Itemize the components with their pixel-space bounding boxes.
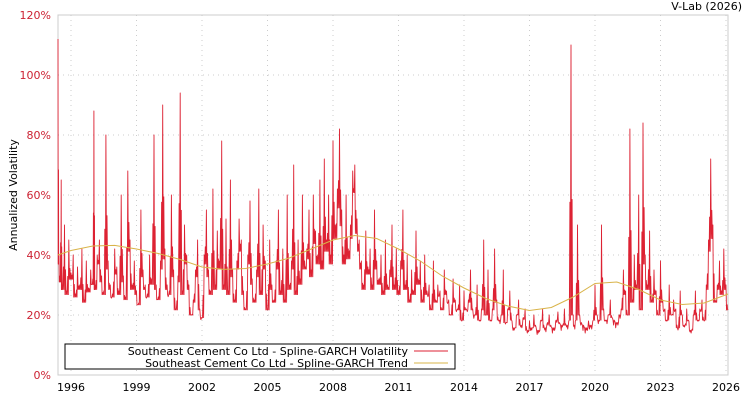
y-tick-label: 40% <box>27 249 51 262</box>
legend-label-volatility: Southeast Cement Co Ltd - Spline-GARCH V… <box>128 345 409 358</box>
x-tick-label: 2014 <box>450 381 478 394</box>
y-axis-ticks: 0% 20% 40% 60% 80% 100% 120% <box>20 9 51 382</box>
x-tick-label: 2008 <box>319 381 347 394</box>
y-axis-label: Annualized Volatility <box>7 139 20 251</box>
grid-lines <box>58 15 728 375</box>
volatility-line <box>57 38 729 335</box>
y-tick-label: 80% <box>27 129 51 142</box>
x-tick-label: 2026 <box>712 381 740 394</box>
y-tick-label: 60% <box>27 189 51 202</box>
legend: Southeast Cement Co Ltd - Spline-GARCH V… <box>64 343 456 370</box>
x-tick-label: 2023 <box>647 381 675 394</box>
series-layer <box>57 38 729 335</box>
x-tick-label: 2020 <box>581 381 609 394</box>
x-tick-label: 2011 <box>385 381 413 394</box>
x-tick-label: 2005 <box>254 381 282 394</box>
x-tick-label: 2002 <box>188 381 216 394</box>
legend-label-trend: Southeast Cement Co Ltd - Spline-GARCH T… <box>145 357 408 370</box>
y-tick-label: 0% <box>34 369 51 382</box>
y-tick-label: 100% <box>20 69 51 82</box>
trend-line <box>57 234 729 312</box>
x-axis-ticks: 1996 1999 2002 2005 2008 2011 2014 2017 2020 2023… <box>57 381 740 394</box>
y-tick-label: 20% <box>27 309 51 322</box>
x-tick-label: 1996 <box>57 381 85 394</box>
credit-label: V-Lab (2026) <box>671 0 742 13</box>
y-tick-label: 120% <box>20 9 51 22</box>
x-tick-label: 2017 <box>516 381 544 394</box>
x-tick-label: 1999 <box>123 381 151 394</box>
legend-box <box>64 343 456 370</box>
